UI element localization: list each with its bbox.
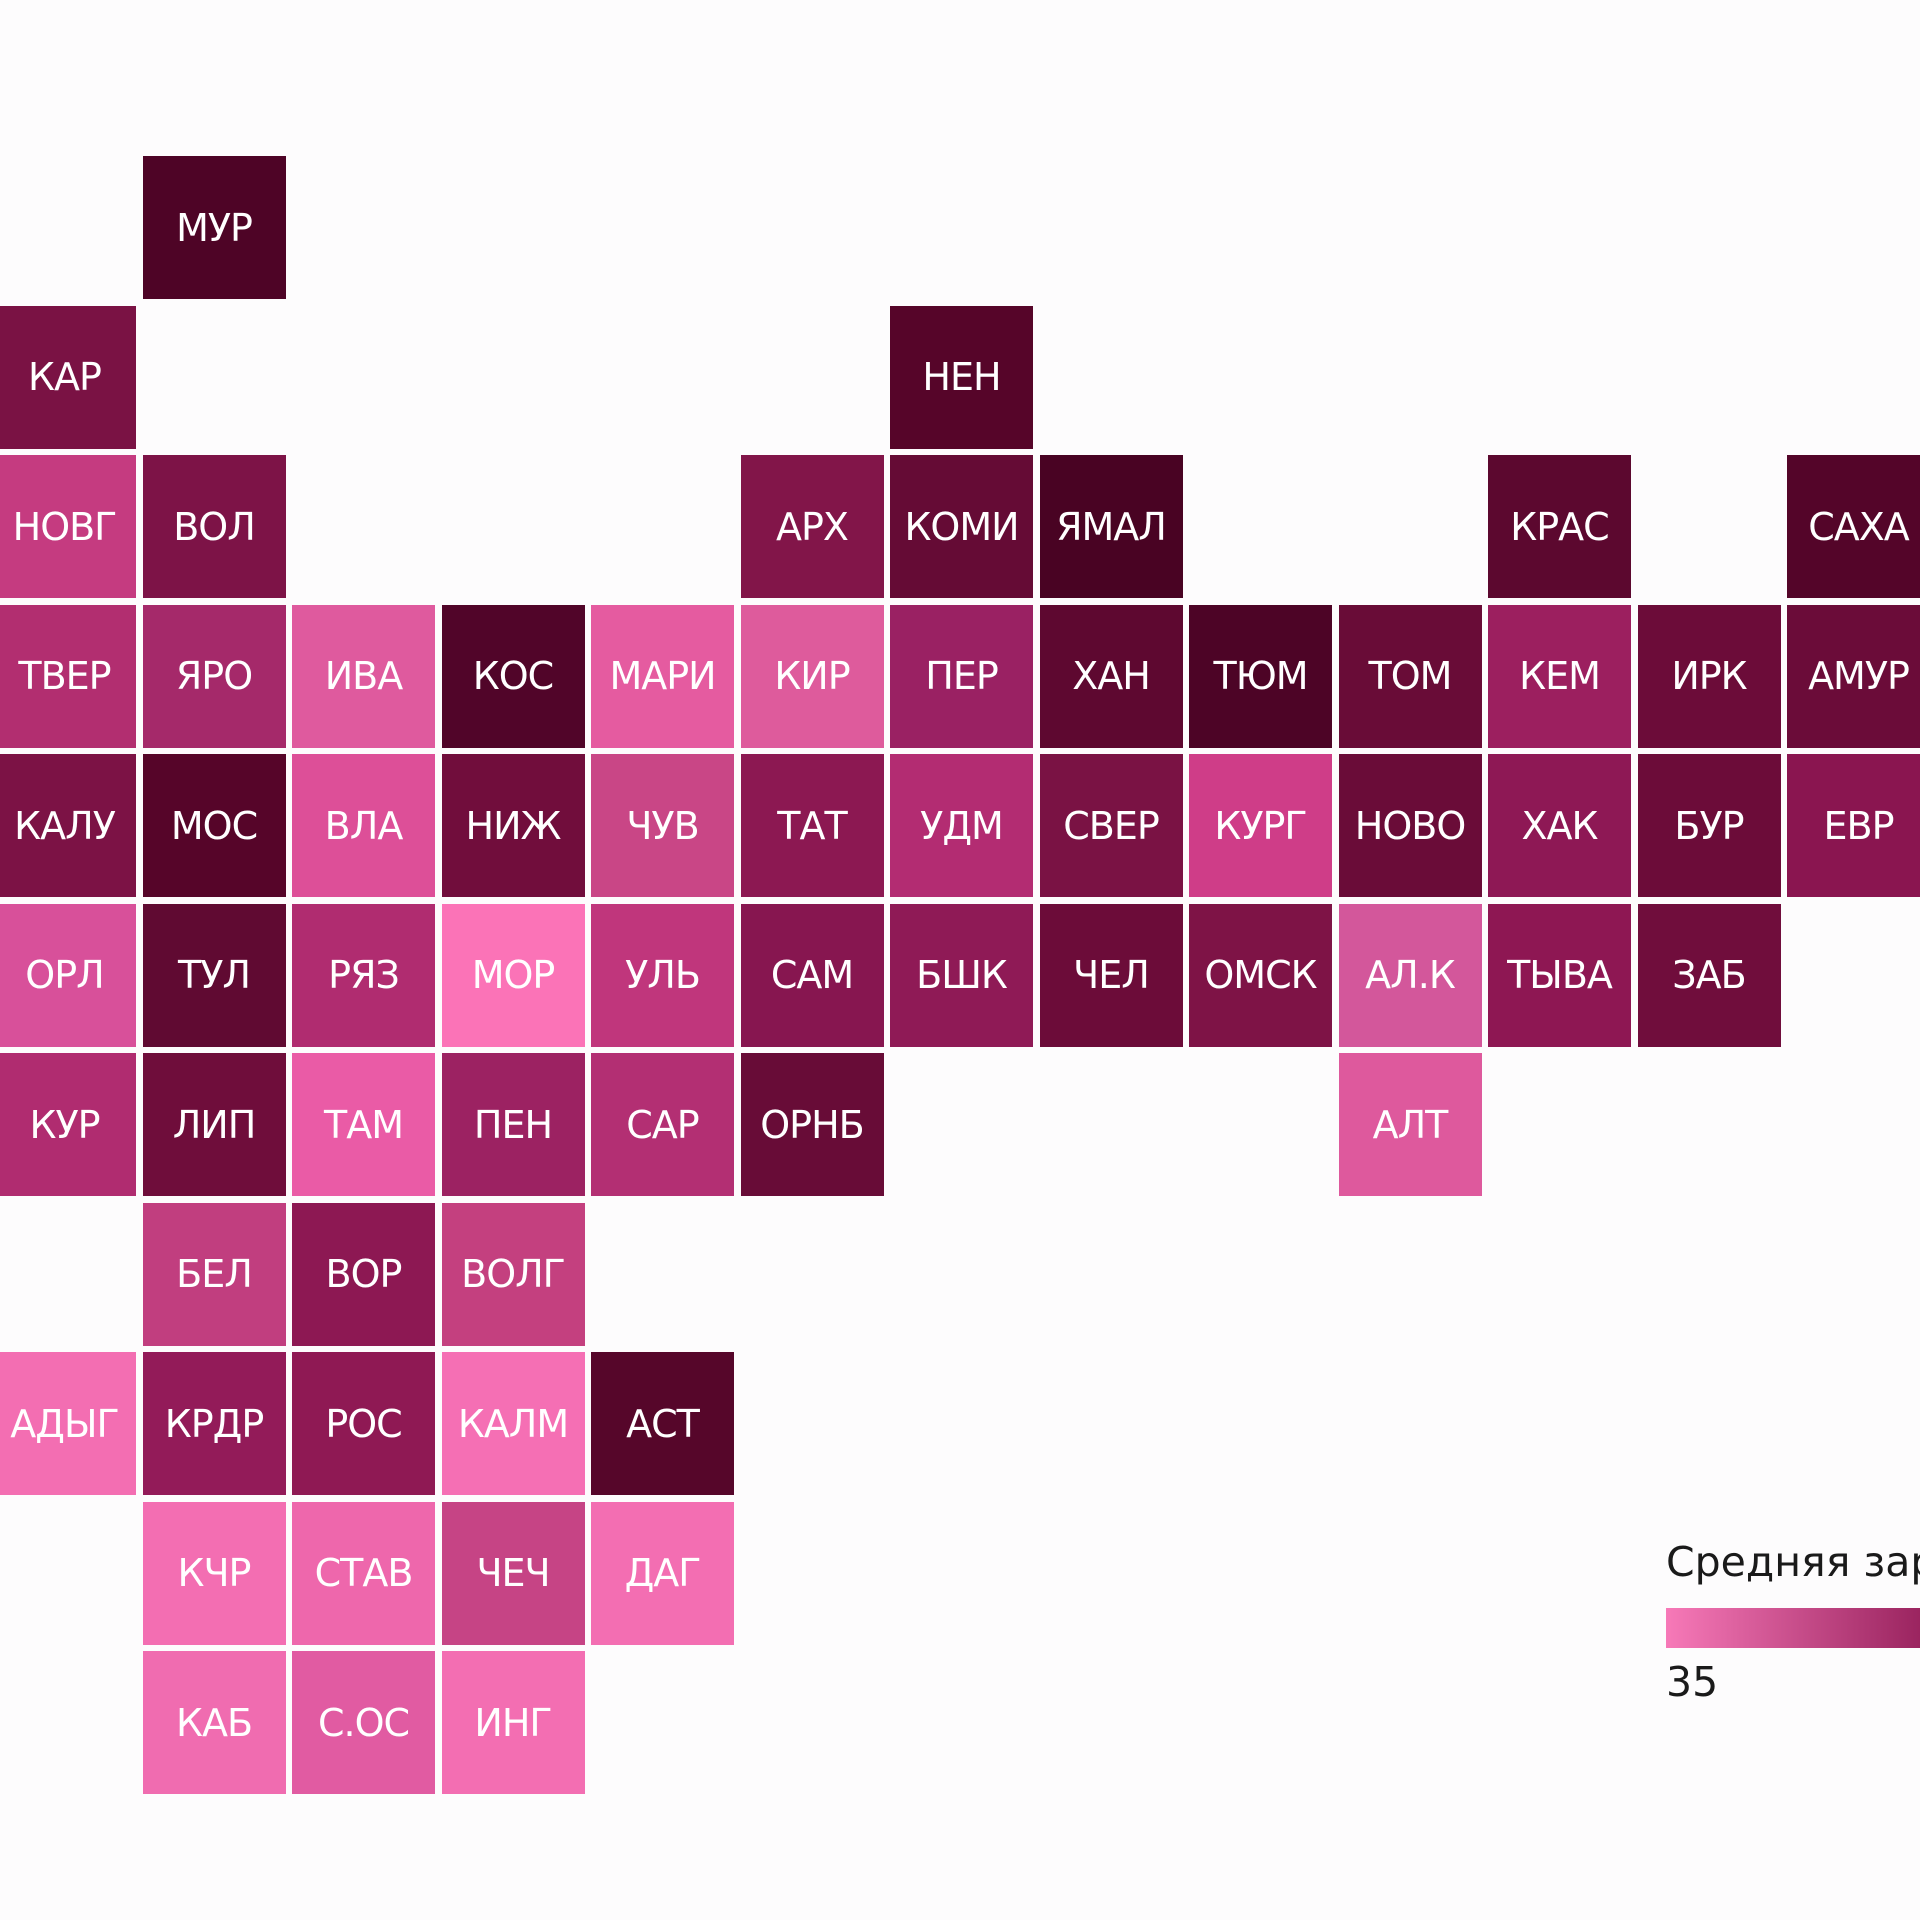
region-tile: АСТ xyxy=(591,1352,734,1495)
region-tile: НОВГ xyxy=(0,455,136,598)
region-tile: УДМ xyxy=(890,754,1033,897)
region-tile: ОРЛ xyxy=(0,903,136,1047)
region-tile: БЕЛ xyxy=(142,1202,286,1346)
region-tile: ИНГ xyxy=(441,1651,585,1794)
region-tile: ТОМ xyxy=(1338,604,1482,748)
region-tile: ЕВР xyxy=(1787,754,1920,897)
region-tile: МОР xyxy=(441,903,585,1047)
region-tile: МУР xyxy=(142,156,286,299)
region-tile: СТАВ xyxy=(292,1501,435,1645)
region-tile: ВЛА xyxy=(292,754,435,897)
region-tile: БШК xyxy=(890,903,1033,1047)
region-tile: МОС xyxy=(142,754,286,897)
region-tile: АДЫГ xyxy=(0,1352,136,1495)
region-tile: СВЕР xyxy=(1039,754,1183,897)
region-tile: КОС xyxy=(441,604,585,748)
region-tile: САХА xyxy=(1787,455,1920,598)
region-tile: КАР xyxy=(0,305,136,449)
region-tile: КРДР xyxy=(142,1352,286,1495)
region-tile: АРХ xyxy=(740,455,884,598)
region-tile: КЧР xyxy=(142,1501,286,1645)
region-tile: ИВА xyxy=(292,604,435,748)
region-tile: ВОР xyxy=(292,1202,435,1346)
region-tile: САР xyxy=(591,1053,734,1196)
region-tile: АМУР xyxy=(1787,604,1920,748)
region-tile: ЧЕЛ xyxy=(1039,903,1183,1047)
region-tile: КАБ xyxy=(142,1651,286,1794)
legend-title: Средняя зар xyxy=(1666,1538,1920,1586)
region-tile: ИРК xyxy=(1637,604,1781,748)
region-tile: КАЛМ xyxy=(441,1352,585,1495)
region-tile: ВОЛ xyxy=(142,455,286,598)
region-tile: ЛИП xyxy=(142,1053,286,1196)
region-tile: ПЕР xyxy=(890,604,1033,748)
region-tile: НОВО xyxy=(1338,754,1482,897)
region-tile: КУРГ xyxy=(1189,754,1332,897)
region-tile: КЕМ xyxy=(1488,604,1631,748)
region-tile: ОМСК xyxy=(1189,903,1332,1047)
region-tile: МАРИ xyxy=(591,604,734,748)
region-tile: ХАК xyxy=(1488,754,1631,897)
region-tile: ЧУВ xyxy=(591,754,734,897)
region-tile: ТЮМ xyxy=(1189,604,1332,748)
region-tile: БУР xyxy=(1637,754,1781,897)
region-tile: РОС xyxy=(292,1352,435,1495)
legend: Средняя зар 35 xyxy=(1666,1538,1920,1718)
region-tile: КРАС xyxy=(1488,455,1631,598)
region-tile: ЗАБ xyxy=(1637,903,1781,1047)
region-tile: ЯРО xyxy=(142,604,286,748)
legend-color-scale xyxy=(1666,1608,1920,1648)
region-tile: КУР xyxy=(0,1053,136,1196)
region-tile: ЧЕЧ xyxy=(441,1501,585,1645)
region-tile: АЛТ xyxy=(1338,1053,1482,1196)
region-tile: НИЖ xyxy=(441,754,585,897)
region-tile: ТВЕР xyxy=(0,604,136,748)
region-tile: УЛЬ xyxy=(591,903,734,1047)
region-tile: ТАМ xyxy=(292,1053,435,1196)
region-tile: ЯМАЛ xyxy=(1039,455,1183,598)
region-tile: КАЛУ xyxy=(0,754,136,897)
region-tile: ТЫВА xyxy=(1488,903,1631,1047)
region-tile: ВОЛГ xyxy=(441,1202,585,1346)
region-tile: НЕН xyxy=(890,305,1033,449)
region-tile: РЯЗ xyxy=(292,903,435,1047)
region-tile: КОМИ xyxy=(890,455,1033,598)
region-tile: АЛ.К xyxy=(1338,903,1482,1047)
region-tile: ХАН xyxy=(1039,604,1183,748)
legend-min-label: 35 xyxy=(1666,1658,1719,1706)
region-tile: ТУЛ xyxy=(142,903,286,1047)
region-tile: ПЕН xyxy=(441,1053,585,1196)
region-tile: ДАГ xyxy=(591,1501,734,1645)
region-tile: ТАТ xyxy=(740,754,884,897)
region-tile: ОРНБ xyxy=(740,1053,884,1196)
region-tile: С.ОС xyxy=(292,1651,435,1794)
region-tile: САМ xyxy=(740,903,884,1047)
region-tile: КИР xyxy=(740,604,884,748)
